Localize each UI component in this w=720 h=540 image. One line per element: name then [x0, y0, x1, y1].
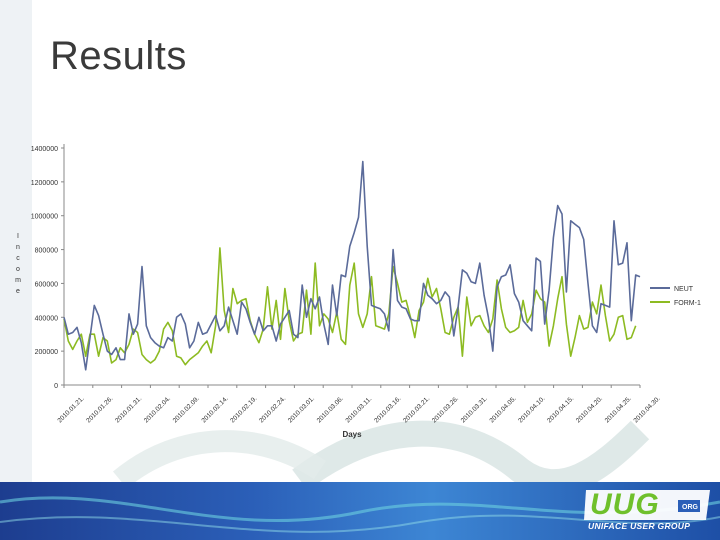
y-tick-label: 800000	[35, 248, 58, 255]
uug-logo: UUG ORG UNIFACE USER GROUP	[582, 486, 714, 536]
y-tick-label: 1400000	[31, 146, 58, 153]
line-chart: 0 200000 400000 600000 800000 1000000 1200000 1…	[15, 144, 701, 439]
legend-label: FORM-1	[674, 300, 701, 307]
y-axis-label-letter: m	[15, 277, 21, 284]
x-tick-label: 2010.01.26.	[85, 395, 114, 424]
y-axis-label-letter: o	[16, 266, 20, 273]
series-line-form	[63, 247, 637, 366]
y-axis-label-letter: e	[16, 288, 20, 295]
x-tick-label: 2010.03.31.	[460, 395, 489, 424]
legend-label: NEUT	[674, 286, 694, 293]
x-tick-label: 2010.04.05.	[488, 395, 517, 424]
x-tick-label: 2010.03.26.	[431, 395, 460, 424]
background-left-band	[0, 0, 32, 540]
series-line-neut	[63, 160, 641, 371]
x-tick-label: 2010.03.01.	[287, 395, 316, 424]
x-tick-label: 2010.03.16.	[373, 395, 402, 424]
x-tick-label: 2010.03.21.	[402, 395, 431, 424]
y-axis-label-letter: n	[16, 244, 20, 251]
y-axis-label-letter: I	[17, 233, 19, 240]
logo-subtitle: UNIFACE USER GROUP	[588, 521, 691, 531]
y-tick-label: 1000000	[31, 214, 58, 221]
y-tick-label: 200000	[35, 349, 58, 356]
x-tick-label: 2010.04.25.	[604, 395, 633, 424]
y-tick-label: 600000	[35, 281, 58, 288]
x-tick-label: 2010.04.15.	[546, 395, 575, 424]
x-tick-label: 2010.02.09.	[172, 395, 201, 424]
x-tick-label: 2010.03.11.	[344, 395, 373, 424]
x-tick-label: 2010.04.30.	[632, 395, 661, 424]
y-tick-label: 1200000	[31, 180, 58, 187]
x-axis-label: Days	[342, 430, 362, 439]
logo-org-text: ORG	[682, 504, 698, 511]
background-curve	[112, 430, 327, 489]
background-curve	[292, 420, 650, 496]
y-axis-label-letter: c	[16, 255, 20, 262]
y-tick-label: 0	[54, 383, 58, 390]
x-tick-label: 2010.02.14.	[200, 395, 229, 424]
x-tick-label: 2010.01.31.	[114, 395, 143, 424]
x-tick-label: 2010.04.20.	[575, 395, 604, 424]
x-tick-label: 2010.02.04.	[143, 395, 172, 424]
x-tick-label: 2010.02.19.	[229, 395, 258, 424]
x-tick-label: 2010.04.10.	[517, 395, 546, 424]
logo-frame	[584, 490, 710, 520]
x-tick-label: 2010.02.24.	[258, 395, 287, 424]
x-tick-label: 2010.01.21.	[56, 395, 85, 424]
y-tick-label: 400000	[35, 315, 58, 322]
x-tick-label: 2010.03.06.	[316, 395, 345, 424]
slide-title: Results	[50, 34, 187, 78]
logo-uug-text: UUG	[590, 488, 660, 521]
